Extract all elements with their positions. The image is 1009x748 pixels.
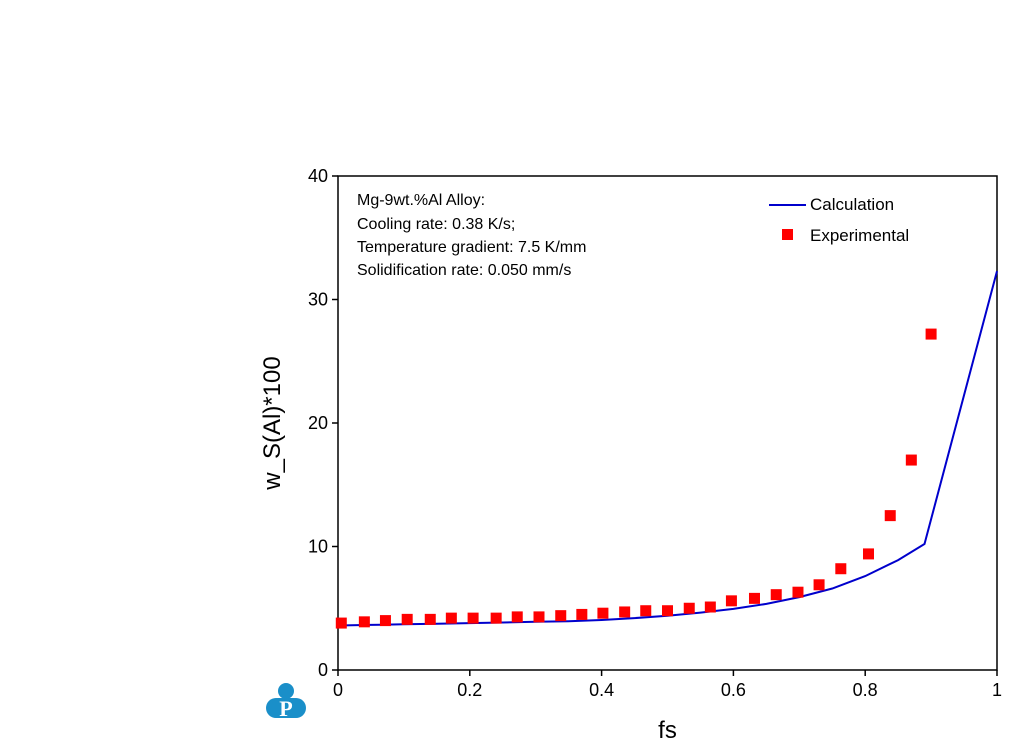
data-point-experimental — [683, 602, 695, 614]
data-point-experimental — [445, 612, 457, 624]
logo-base — [272, 698, 300, 718]
data-point-experimental — [555, 610, 567, 622]
data-point-experimental — [862, 548, 874, 560]
annotation-line-cooling-rate: Cooling rate: 0.38 K/s; — [357, 216, 515, 233]
data-point-experimental — [358, 616, 370, 628]
y-tick-label: 40 — [308, 166, 328, 186]
annotation-block: Mg-9wt.%Al Alloy: Cooling rate: 0.38 K/s… — [357, 192, 586, 279]
data-point-experimental — [379, 615, 391, 627]
data-point-experimental — [424, 613, 436, 625]
x-axis-ticks: 0 0.2 0.4 0.6 0.8 1 — [333, 670, 1002, 700]
data-point-experimental — [725, 595, 737, 607]
data-point-experimental — [511, 611, 523, 623]
data-point-experimental — [884, 510, 896, 522]
y-tick-label: 30 — [308, 290, 328, 310]
annotation-line-temperature-gradient: Temperature gradient: 7.5 K/mm — [357, 239, 586, 256]
data-point-experimental — [490, 612, 502, 624]
legend-label-experimental: Experimental — [810, 226, 909, 245]
y-axis-ticks: 0 10 20 30 40 — [308, 166, 338, 680]
data-point-experimental — [401, 613, 413, 625]
y-axis-title: w_S(Al)*100 — [259, 356, 286, 490]
legend: Calculation Experimental — [769, 195, 909, 245]
y-tick-label: 20 — [308, 413, 328, 433]
x-tick-label: 0.8 — [853, 680, 878, 700]
annotation-line-solidification-rate: Solidification rate: 0.050 mm/s — [357, 262, 571, 279]
series-line-calculation — [337, 270, 998, 627]
data-point-experimental — [835, 563, 847, 575]
data-point-experimental — [533, 611, 545, 623]
legend-label-calculation: Calculation — [810, 195, 894, 214]
data-point-experimental — [576, 608, 588, 620]
data-point-experimental — [335, 617, 347, 629]
data-point-experimental — [662, 605, 673, 617]
x-tick-label: 0.2 — [457, 680, 482, 700]
data-point-experimental — [792, 586, 804, 598]
data-point-experimental — [619, 606, 631, 618]
data-point-experimental — [748, 592, 760, 604]
x-axis-title: fs — [658, 717, 677, 744]
annotation-line-alloy: Mg-9wt.%Al Alloy: — [357, 192, 485, 209]
x-tick-label: 0 — [333, 680, 343, 700]
data-point-experimental — [770, 589, 782, 601]
logo-letter: P — [279, 696, 292, 721]
data-point-experimental — [597, 607, 609, 619]
data-point-experimental — [704, 601, 716, 613]
publisher-logo: P — [266, 683, 306, 721]
series-layer — [335, 270, 998, 629]
x-tick-label: 1 — [992, 680, 1002, 700]
logo-circle-top — [278, 683, 294, 699]
y-tick-label: 0 — [318, 660, 328, 680]
legend-marker-experimental — [782, 229, 793, 240]
x-tick-label: 0.4 — [589, 680, 614, 700]
x-tick-label: 0.6 — [721, 680, 746, 700]
data-point-experimental — [905, 454, 917, 466]
data-point-experimental — [925, 328, 937, 340]
data-point-experimental — [813, 579, 825, 591]
data-point-experimental — [467, 612, 479, 624]
y-tick-label: 10 — [308, 537, 328, 557]
data-point-experimental — [640, 605, 652, 617]
